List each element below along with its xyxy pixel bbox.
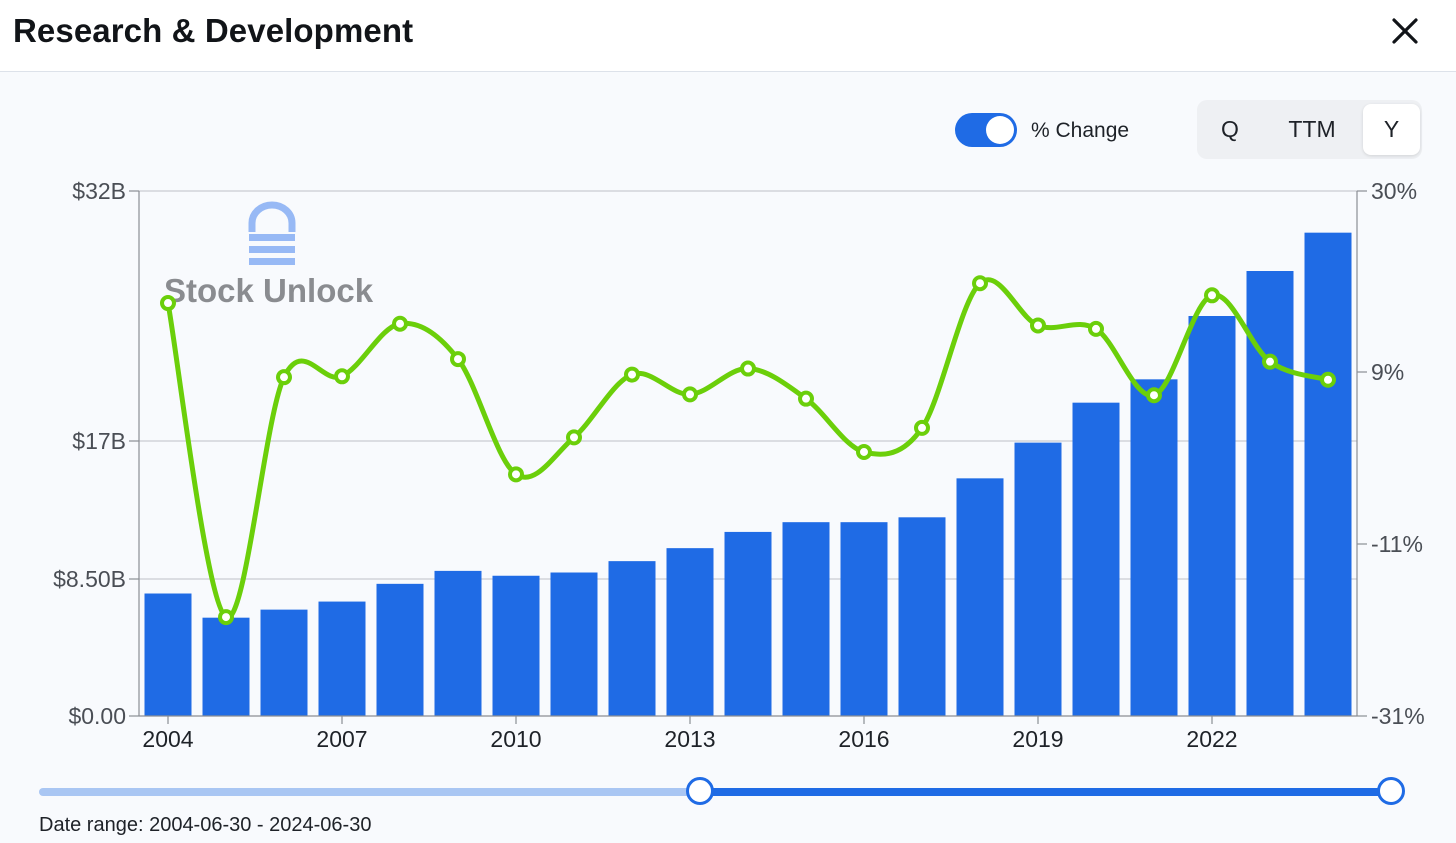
- percent-change-point-2006: [276, 369, 292, 386]
- bar-2006: [260, 609, 308, 716]
- y-left-tick-label: $0.00: [68, 703, 126, 729]
- percent-change-point-2009: [450, 351, 466, 368]
- y-right-tick-label: 9%: [1371, 359, 1404, 385]
- dialog-header: Research & Development: [0, 0, 1456, 72]
- bar-2014: [724, 531, 772, 716]
- x-tick-label: 2004: [142, 726, 193, 752]
- y-right-tick-label: -11%: [1371, 531, 1423, 557]
- percent-change-point-2023: [1262, 353, 1278, 370]
- x-tick-label: 2016: [838, 726, 889, 752]
- bar-2020: [1072, 402, 1120, 716]
- bar-2022: [1188, 316, 1236, 716]
- bar-2019: [1014, 442, 1062, 716]
- percent-change-point-2018: [972, 275, 988, 292]
- y-left-tick-label: $8.50B: [53, 566, 126, 592]
- bar-2008: [376, 583, 424, 716]
- percent-change-point-2024: [1320, 371, 1336, 388]
- percent-change-point-2014: [740, 360, 756, 377]
- x-tick-label: 2013: [664, 726, 715, 752]
- percent-change-point-2004: [160, 295, 176, 312]
- percent-change-toggle[interactable]: [955, 113, 1017, 147]
- percent-change-point-2021: [1146, 387, 1162, 404]
- stock-unlock-logo-icon: [248, 201, 296, 265]
- percent-change-point-2017: [914, 419, 930, 436]
- x-tick-label: 2019: [1012, 726, 1063, 752]
- date-range-end-handle[interactable]: [1377, 777, 1405, 805]
- bar-2012: [608, 561, 656, 716]
- percent-change-point-2022: [1204, 287, 1220, 304]
- percent-change-label: % Change: [1031, 119, 1130, 142]
- bar-2013: [666, 548, 714, 716]
- x-tick-label: 2010: [490, 726, 541, 752]
- bar-2010: [492, 575, 540, 716]
- close-button[interactable]: [1384, 12, 1426, 54]
- bar-2017: [898, 517, 946, 716]
- percent-change-point-2005: [218, 609, 234, 626]
- bar-2009: [434, 570, 482, 716]
- bar-2024: [1304, 232, 1352, 716]
- x-tick-label: 2007: [316, 726, 367, 752]
- bar-2004: [144, 593, 192, 716]
- percent-change-point-2010: [508, 466, 524, 483]
- percent-change-point-2013: [682, 386, 698, 403]
- bar-2005: [202, 617, 250, 716]
- page-title: Research & Development: [13, 12, 414, 49]
- watermark-text: Stock Unlock: [164, 272, 374, 309]
- percent-change-point-2012: [624, 366, 640, 383]
- percent-change-point-2016: [856, 443, 872, 460]
- percent-change-point-2015: [798, 390, 814, 407]
- percent-change-point-2019: [1030, 317, 1046, 334]
- percent-change-point-2007: [334, 368, 350, 385]
- bar-2007: [318, 601, 366, 716]
- bar-2016: [840, 522, 888, 716]
- y-left-tick-label: $32B: [72, 178, 126, 204]
- bar-2021: [1130, 379, 1178, 716]
- x-tick-label: 2022: [1186, 726, 1237, 752]
- percent-change-point-2011: [566, 429, 582, 446]
- y-left-tick-label: $17B: [72, 428, 126, 454]
- bar-2018: [956, 478, 1004, 716]
- percent-change-point-2020: [1088, 320, 1104, 337]
- date-range-text: Date range: 2004-06-30 - 2024-06-30: [39, 814, 372, 836]
- period-button-q[interactable]: Q: [1221, 116, 1239, 142]
- rd-chart: Stock Unlock $0.00 $8.50B $17B $32B -31% -11%…: [53, 178, 1425, 752]
- date-range-start-handle[interactable]: [686, 777, 714, 805]
- period-selector: Q TTM Y: [1197, 100, 1422, 159]
- period-button-y[interactable]: Y: [1363, 104, 1420, 155]
- bar-2011: [550, 572, 598, 716]
- y-right-tick-label: 30%: [1371, 178, 1417, 204]
- watermark: Stock Unlock: [164, 201, 374, 309]
- period-button-ttm[interactable]: TTM: [1288, 116, 1336, 142]
- percent-change-line: [165, 277, 1329, 620]
- y-right-tick-label: -31%: [1371, 703, 1425, 729]
- bar-2015: [782, 522, 830, 716]
- close-icon: [1392, 18, 1418, 44]
- date-range-slider-selection: [700, 788, 1391, 796]
- percent-change-point-2008: [392, 315, 408, 332]
- toggle-knob: [986, 116, 1014, 144]
